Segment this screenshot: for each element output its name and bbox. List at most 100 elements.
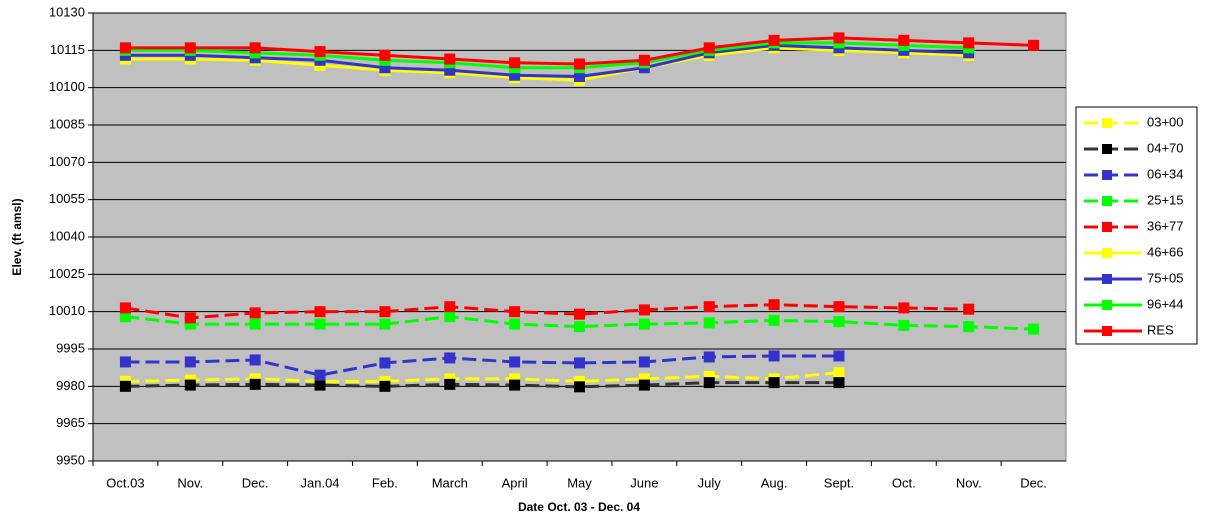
x-tick-label: Feb. xyxy=(372,475,398,490)
series-line xyxy=(125,303,969,320)
x-tick-label: May xyxy=(567,475,592,490)
series-line xyxy=(125,43,969,78)
y-tick-label: 9995 xyxy=(56,340,85,355)
series-marker xyxy=(1028,39,1040,51)
series-marker xyxy=(249,318,261,330)
series-marker xyxy=(963,321,975,333)
legend-label: 03+00 xyxy=(1147,114,1184,129)
legend-marker xyxy=(1102,300,1112,310)
series-marker xyxy=(249,42,261,54)
series-marker xyxy=(249,378,261,390)
legend-label: 25+15 xyxy=(1147,192,1184,207)
series-line xyxy=(125,46,969,82)
legend-marker xyxy=(1102,170,1112,180)
series-marker xyxy=(638,304,650,316)
series-marker xyxy=(574,357,585,369)
legend-label: 06+34 xyxy=(1147,166,1184,181)
series-marker xyxy=(509,379,521,391)
series-marker xyxy=(703,42,715,54)
series-marker xyxy=(963,303,975,315)
legend-marker xyxy=(1102,222,1112,232)
x-tick-label: March xyxy=(432,475,468,490)
series-marker xyxy=(314,46,326,58)
x-tick-label: Oct.03 xyxy=(106,475,144,490)
series-marker xyxy=(638,318,650,330)
series-marker xyxy=(444,311,456,323)
y-tick-label: 10025 xyxy=(49,266,85,281)
series-marker xyxy=(184,42,196,54)
series-marker xyxy=(963,37,975,49)
x-tick-label: Oct. xyxy=(892,475,916,490)
x-tick-label: Dec. xyxy=(242,475,269,490)
series-marker xyxy=(249,354,261,366)
series-marker xyxy=(703,301,715,313)
series-marker xyxy=(833,367,845,379)
x-tick-label: Jan.04 xyxy=(301,475,340,490)
series-marker xyxy=(119,380,131,392)
series-line xyxy=(125,41,969,70)
series-marker xyxy=(249,307,261,319)
legend-marker xyxy=(1102,274,1112,284)
y-tick-label: 9965 xyxy=(56,415,85,430)
series-marker xyxy=(314,379,326,391)
series-marker xyxy=(638,54,650,66)
series-marker xyxy=(574,58,585,70)
series-marker xyxy=(379,306,391,318)
y-tick-label: 10010 xyxy=(49,303,85,318)
series-marker xyxy=(509,356,521,368)
x-tick-label: Dec. xyxy=(1020,475,1047,490)
x-tick-label: Sept. xyxy=(824,475,854,490)
series-marker xyxy=(898,34,910,46)
series-marker xyxy=(314,318,326,330)
series-marker xyxy=(509,318,521,330)
legend-marker xyxy=(1102,248,1112,258)
series-marker xyxy=(444,378,456,390)
series-marker xyxy=(898,302,910,314)
series-marker xyxy=(703,317,715,329)
legend-marker xyxy=(1102,196,1112,206)
series-marker xyxy=(119,356,131,368)
series-marker xyxy=(833,350,845,362)
x-tick-label: Nov. xyxy=(177,475,203,490)
series-line xyxy=(125,315,1034,331)
series-marker xyxy=(833,316,845,328)
series-marker xyxy=(379,49,391,61)
legend-label: 75+05 xyxy=(1147,270,1184,285)
series-marker xyxy=(119,42,131,54)
y-axis-title: Elev. (ft amsl) xyxy=(10,198,24,275)
series-marker xyxy=(768,350,780,362)
series-marker xyxy=(119,302,131,314)
series-marker xyxy=(703,351,715,363)
series-marker xyxy=(574,381,585,393)
x-tick-label: Nov. xyxy=(956,475,982,490)
legend-label: 36+77 xyxy=(1147,218,1184,233)
y-tick-label: 10100 xyxy=(49,79,85,94)
series-marker xyxy=(444,352,456,364)
legend-label: 96+44 xyxy=(1147,296,1184,311)
series-marker xyxy=(184,356,196,368)
legend-marker xyxy=(1102,118,1112,128)
series-marker xyxy=(574,308,585,320)
series-marker xyxy=(184,312,196,324)
y-tick-label: 9950 xyxy=(56,452,85,467)
series-marker xyxy=(379,318,391,330)
y-tick-label: 10055 xyxy=(49,191,85,206)
y-tick-label: 9980 xyxy=(56,378,85,393)
series-marker xyxy=(574,321,585,333)
x-axis-title: Date Oct. 03 - Dec. 04 xyxy=(518,500,640,514)
series-marker xyxy=(314,369,326,381)
series-marker xyxy=(833,301,845,313)
y-tick-label: 10085 xyxy=(49,116,85,131)
series-marker xyxy=(768,314,780,326)
legend-label: 46+66 xyxy=(1147,244,1184,259)
legend-label: RES xyxy=(1147,322,1174,337)
series-marker xyxy=(768,299,780,311)
x-tick-label: June xyxy=(630,475,658,490)
series-marker xyxy=(1028,323,1040,335)
series-marker xyxy=(379,380,391,392)
y-tick-label: 10115 xyxy=(50,42,85,57)
series-marker xyxy=(509,306,521,318)
legend-marker xyxy=(1102,326,1112,336)
